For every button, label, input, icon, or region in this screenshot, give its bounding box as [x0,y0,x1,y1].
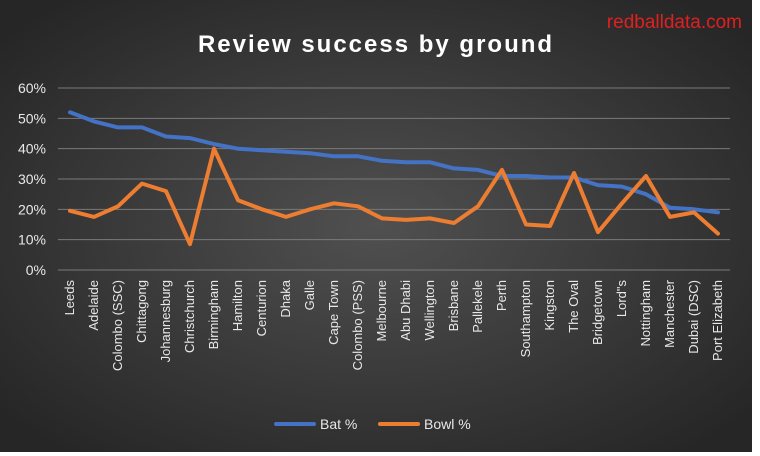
series-line-bat [68,110,720,215]
x-tick-label: Adelaide [86,280,101,331]
x-tick-label: Hamilton [230,280,245,331]
legend-label: Bowl % [424,416,471,432]
x-tick-label: Abu Dhabi [398,280,413,341]
y-tick-label: 30% [18,171,46,187]
x-tick-label: Kingston [542,280,557,331]
x-tick-label: Colombo (SSC) [110,280,125,371]
x-tick-label: Christchurch [182,280,197,353]
x-tick-label: Dubai (DSC) [686,280,701,354]
x-tick-label: Centurion [254,280,269,336]
series-lines [68,110,720,247]
x-tick-label: Perth [494,280,509,311]
x-tick-label: Bridgetown [590,280,605,345]
y-tick-label: 60% [18,80,46,96]
x-tick-label: Southampton [518,280,533,357]
chart-title: Review success by ground [198,31,554,58]
x-tick-label: Pallekele [470,280,485,333]
x-tick-label: The Oval [566,280,581,333]
y-tick-label: 20% [18,201,46,217]
x-tick-label: Nottingham [638,280,653,346]
x-tick-label: Wellington [422,280,437,340]
x-axis-ticks: Leeds Adelaide Colombo (SSC) Chittagong Joha… [62,279,725,371]
y-axis-ticks: 0% 10% 20% 30% 40% 50% 60% [18,80,46,278]
x-tick-label: Johannesburg [158,280,173,362]
x-tick-label: Brisbane [446,280,461,331]
x-tick-label: Melbourne [374,280,389,341]
series-line-bowl [68,146,720,247]
x-tick-label: Galle [302,280,317,310]
x-tick-label: Chittagong [134,280,149,343]
x-tick-label: Dhaka [278,279,293,317]
watermark: redballdata.com [606,12,742,33]
x-tick-label: Colombo (PSS) [350,280,365,370]
x-tick-label: Port Elizabeth [710,280,725,361]
legend-label: Bat % [320,416,357,432]
x-tick-label: Leeds [62,280,77,316]
x-tick-label: Manchester [662,279,677,348]
x-tick-label: Lord"s [614,280,629,318]
y-tick-label: 40% [18,141,46,157]
x-tick-label: Birmingham [206,280,221,349]
y-tick-label: 50% [18,110,46,126]
gridlines [58,87,730,271]
x-tick-label: Cape Town [326,280,341,345]
y-tick-label: 0% [26,262,46,278]
y-tick-label: 10% [18,232,46,248]
legend: Bat % Bowl % [274,416,471,432]
